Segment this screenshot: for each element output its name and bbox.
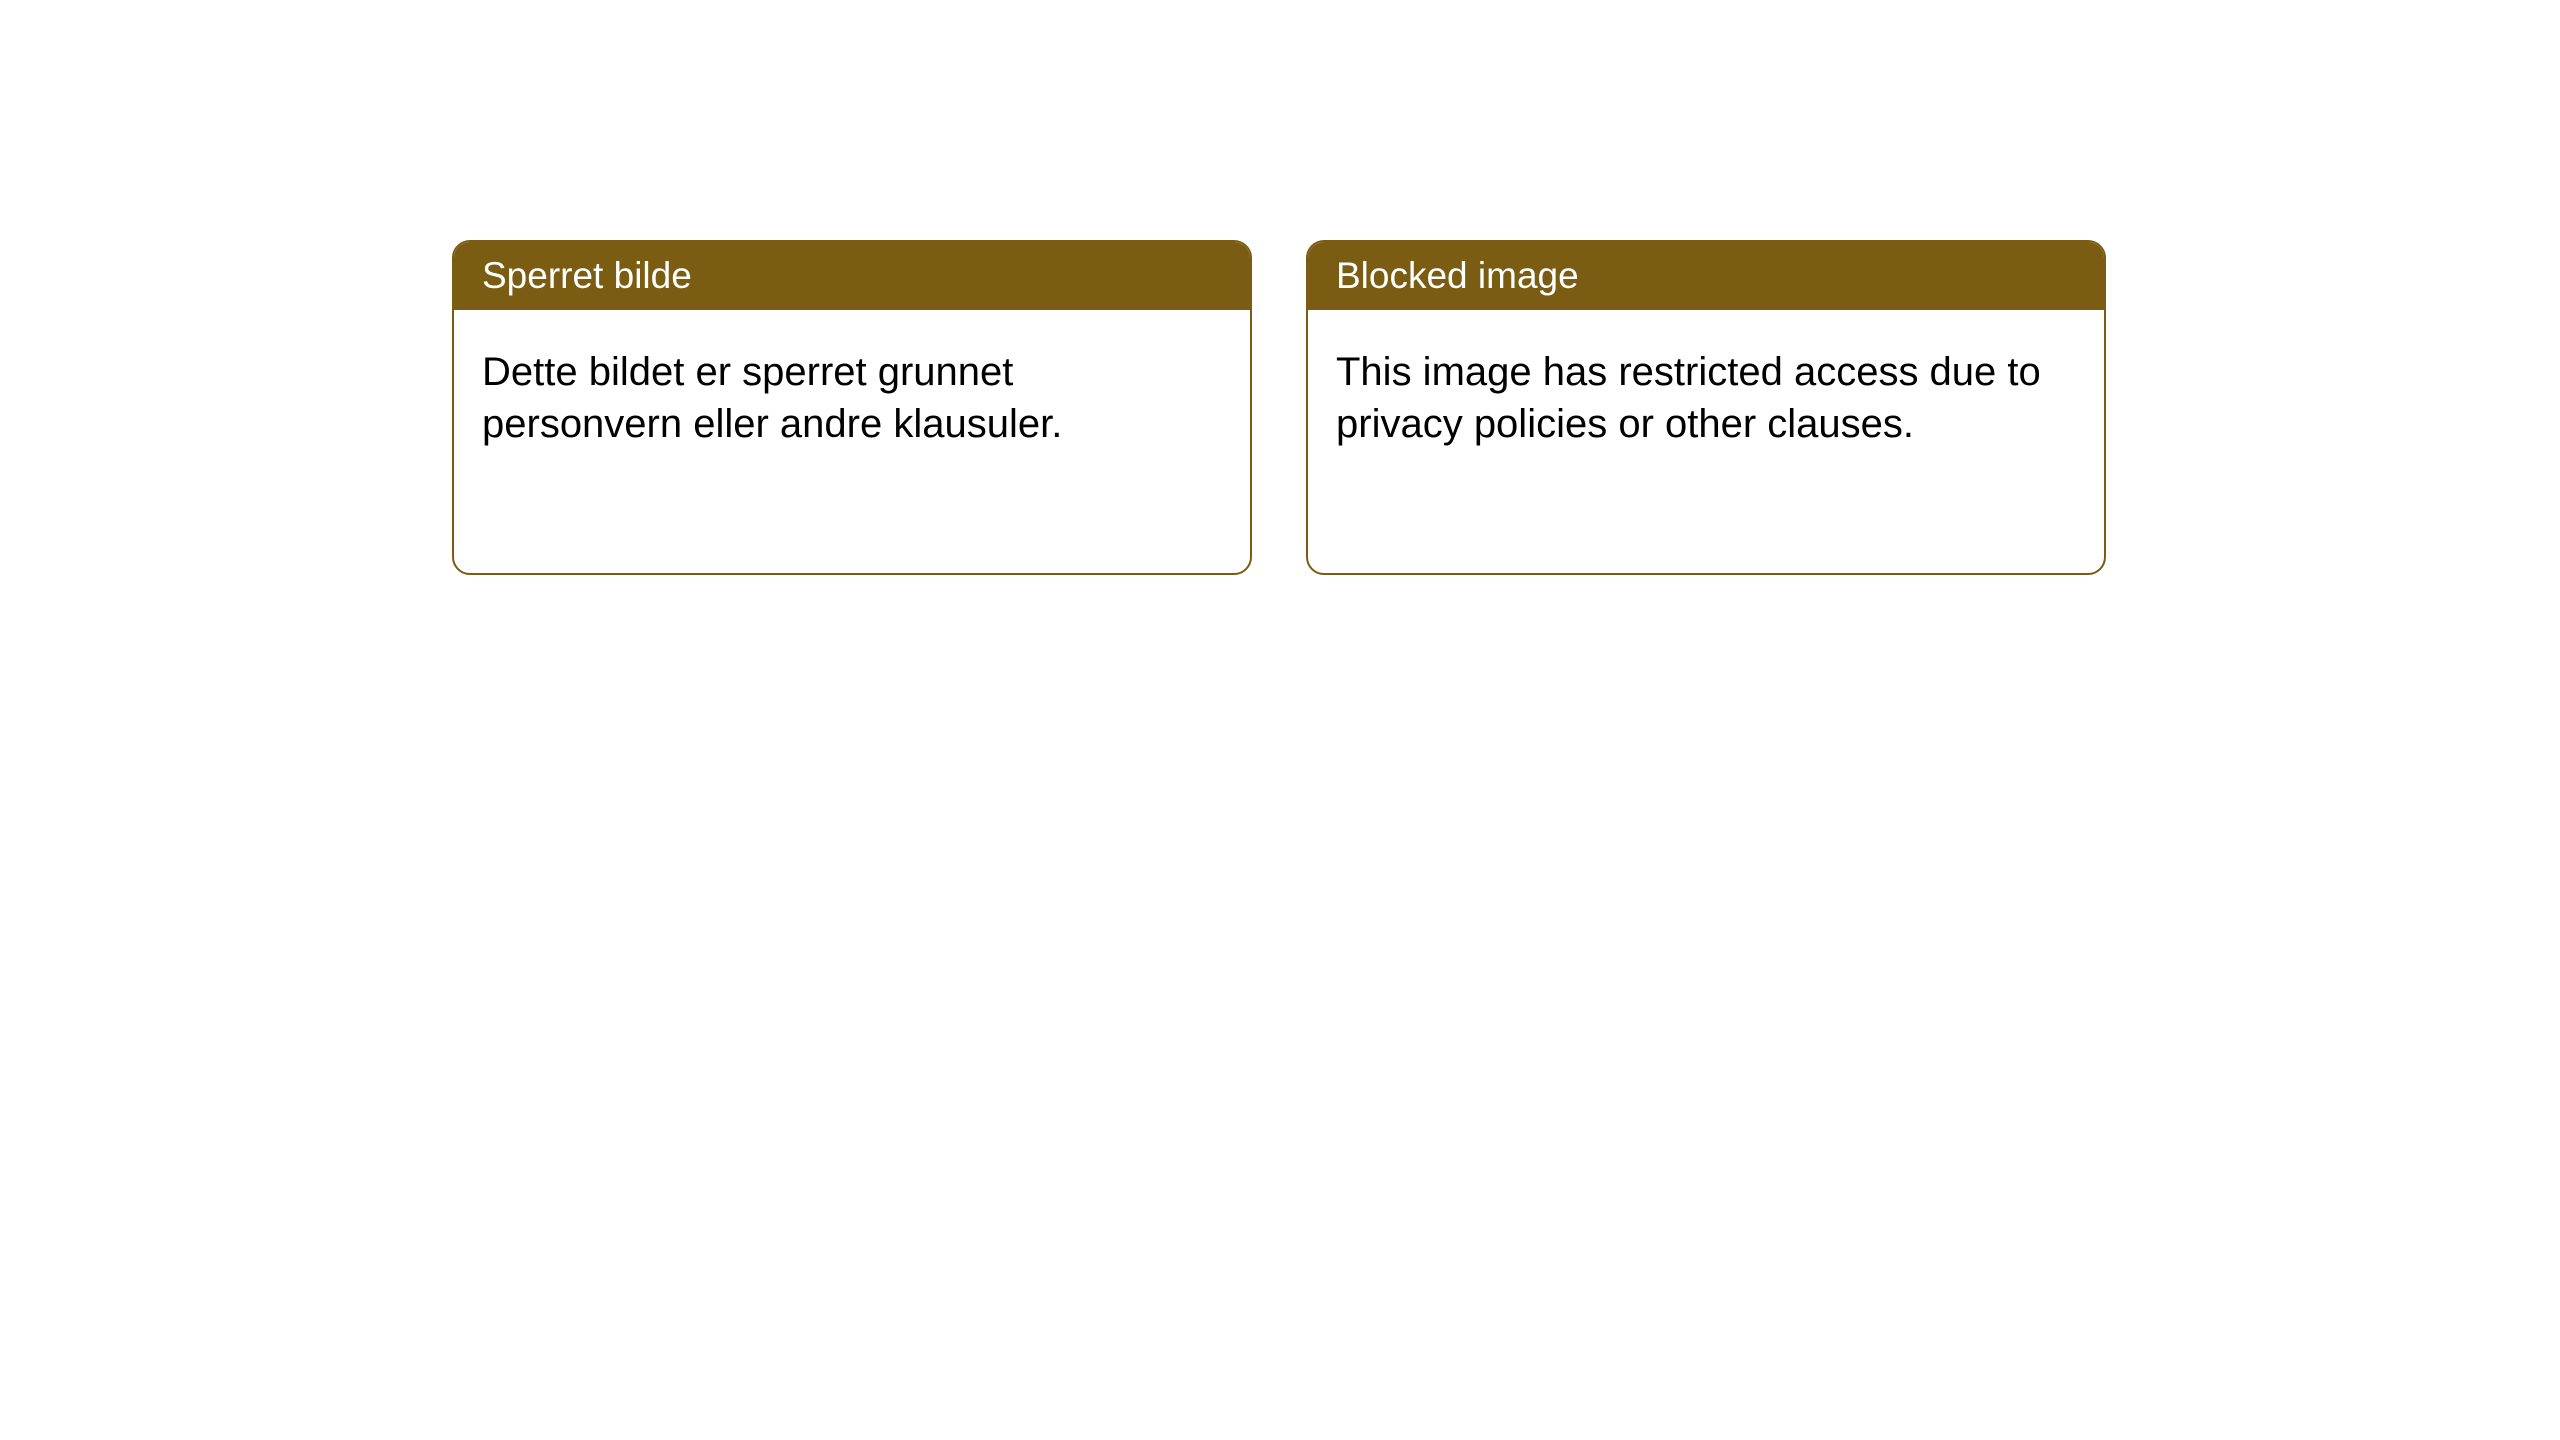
notice-header: Blocked image [1308, 242, 2104, 310]
notice-header: Sperret bilde [454, 242, 1250, 310]
notice-body: Dette bildet er sperret grunnet personve… [454, 310, 1250, 486]
notice-body: This image has restricted access due to … [1308, 310, 2104, 486]
notice-box-norwegian: Sperret bilde Dette bildet er sperret gr… [452, 240, 1252, 575]
notice-box-english: Blocked image This image has restricted … [1306, 240, 2106, 575]
notice-container: Sperret bilde Dette bildet er sperret gr… [452, 240, 2106, 575]
